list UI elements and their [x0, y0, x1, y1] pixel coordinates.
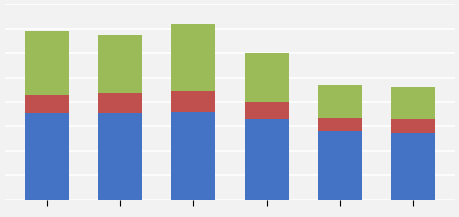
Bar [98, 94, 142, 113]
Bar [25, 95, 69, 113]
Bar [244, 102, 288, 119]
Bar [171, 24, 215, 91]
Bar [390, 87, 434, 119]
Bar [317, 118, 361, 131]
Bar [25, 113, 69, 200]
Bar [244, 53, 288, 102]
Bar [25, 31, 69, 95]
Bar [171, 112, 215, 200]
Bar [390, 133, 434, 200]
Bar [390, 119, 434, 133]
Bar [98, 113, 142, 200]
Bar [244, 119, 288, 200]
Bar [317, 85, 361, 118]
Bar [98, 35, 142, 94]
Bar [171, 91, 215, 112]
Bar [317, 131, 361, 200]
